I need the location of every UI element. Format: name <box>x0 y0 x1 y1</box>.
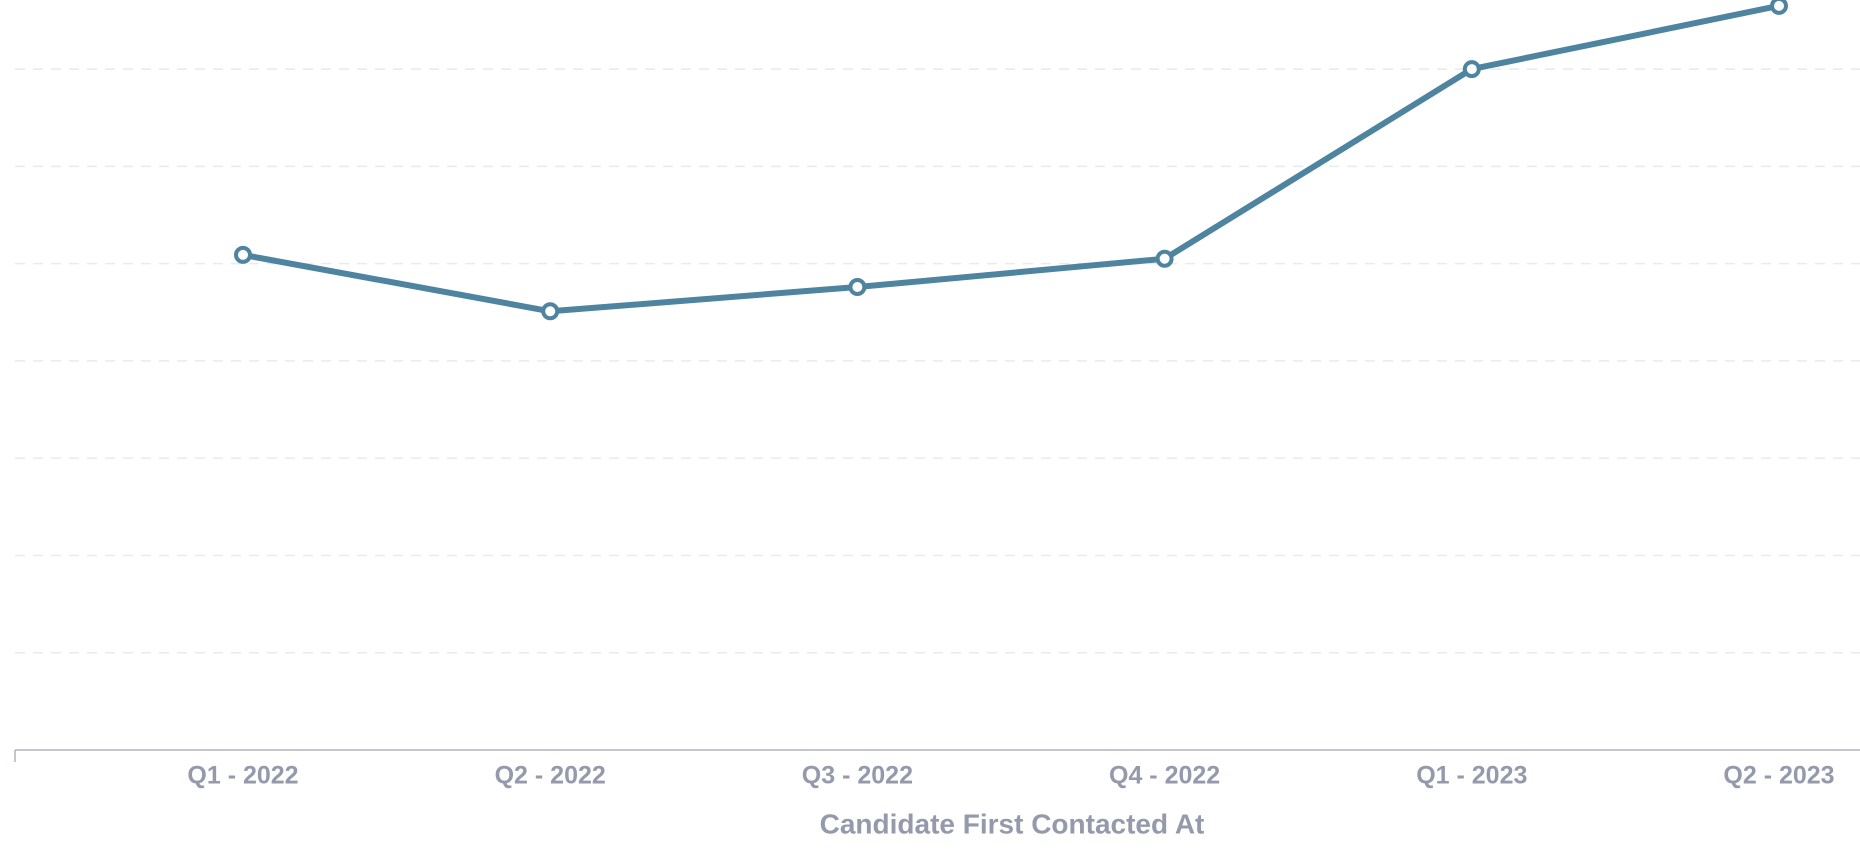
data-point <box>234 245 252 264</box>
data-point <box>541 302 560 321</box>
x-tick-label: Q2 - 2023 <box>1723 762 1834 790</box>
x-tick-label: Q1 - 2022 <box>187 762 298 790</box>
x-axis-title: Candidate First Contacted At <box>820 808 1205 839</box>
data-point <box>1155 249 1174 268</box>
data-point <box>1462 60 1481 79</box>
x-tick-label: Q3 - 2022 <box>802 762 913 790</box>
data-point <box>848 277 867 296</box>
x-tick-label: Q2 - 2022 <box>495 762 606 790</box>
x-tick-label: Q4 - 2022 <box>1109 762 1220 790</box>
data-point <box>1770 0 1788 15</box>
series-line <box>242 2 1780 315</box>
x-tick-label: Q1 - 2023 <box>1416 762 1527 790</box>
